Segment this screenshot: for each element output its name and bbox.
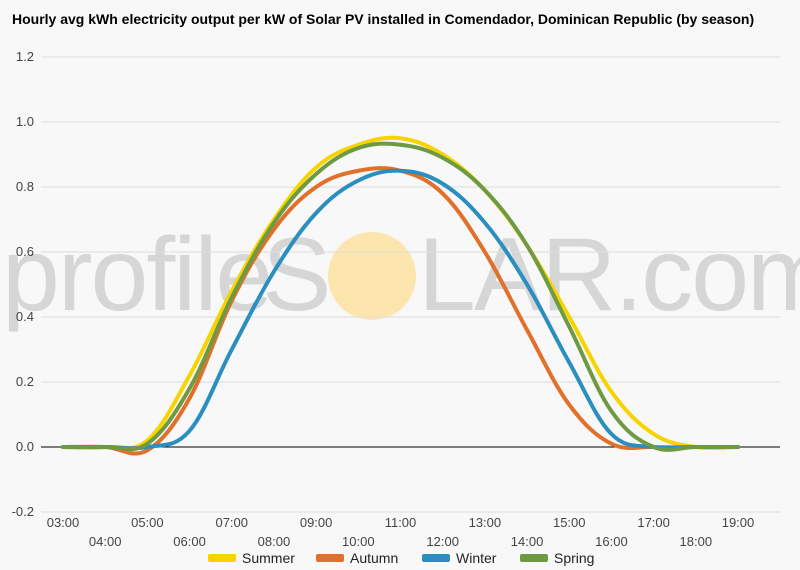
legend: Summer Autumn Winter Spring [208,550,594,566]
x-axis-tick-labels: 03:00 04:00 05:00 06:00 07:00 08:00 09:00 10:00… [47,515,755,549]
legend-swatch-autumn [316,554,344,562]
legend-label-summer: Summer [242,550,295,566]
y-tick-label: 0.6 [16,244,34,259]
legend-label-spring: Spring [554,550,594,566]
x-tick-label: 07:00 [215,515,248,530]
x-tick-label: 17:00 [637,515,670,530]
y-tick-label: 0.2 [16,374,34,389]
grid-lines [41,56,780,513]
legend-label-winter: Winter [456,550,497,566]
legend-swatch-winter [422,554,450,562]
x-tick-label: 06:00 [173,534,206,549]
y-tick-label: 1.0 [16,114,34,129]
watermark-text-lar: LAR.com [418,217,800,333]
x-tick-label: 14:00 [511,534,544,549]
series-line-summer [61,135,740,451]
watermark-text-profile: profile [2,217,271,333]
x-tick-label: 08:00 [258,534,291,549]
x-tick-label: 04:00 [89,534,122,549]
x-tick-label: 10:00 [342,534,375,549]
chart-title: Hourly avg kWh electricity output per kW… [12,11,755,27]
x-tick-label: 03:00 [47,515,80,530]
x-tick-label: 11:00 [385,515,417,530]
x-tick-label: 12:00 [426,534,459,549]
series-lines [61,135,740,456]
y-tick-label: 0.4 [16,309,34,324]
x-tick-label: 15:00 [553,515,586,530]
y-tick-label: 1.2 [16,49,34,64]
y-tick-label: 0.0 [16,439,34,454]
x-tick-label: 19:00 [722,515,755,530]
x-tick-label: 18:00 [680,534,713,549]
watermark-sun [328,232,416,320]
y-axis-tick-labels: -0.2 0.0 0.2 0.4 0.6 0.8 1.0 1.2 [12,49,34,519]
legend-label-autumn: Autumn [350,550,398,566]
series-line-winter [61,168,740,451]
x-tick-label: 13:00 [469,515,502,530]
y-tick-label: -0.2 [12,504,34,519]
legend-swatch-spring [520,554,548,562]
x-tick-label: 09:00 [300,515,333,530]
legend-swatch-summer [208,554,236,562]
x-tick-label: 05:00 [131,515,164,530]
y-tick-label: 0.8 [16,179,34,194]
x-tick-label: 16:00 [595,534,628,549]
series-line-spring [61,141,740,452]
